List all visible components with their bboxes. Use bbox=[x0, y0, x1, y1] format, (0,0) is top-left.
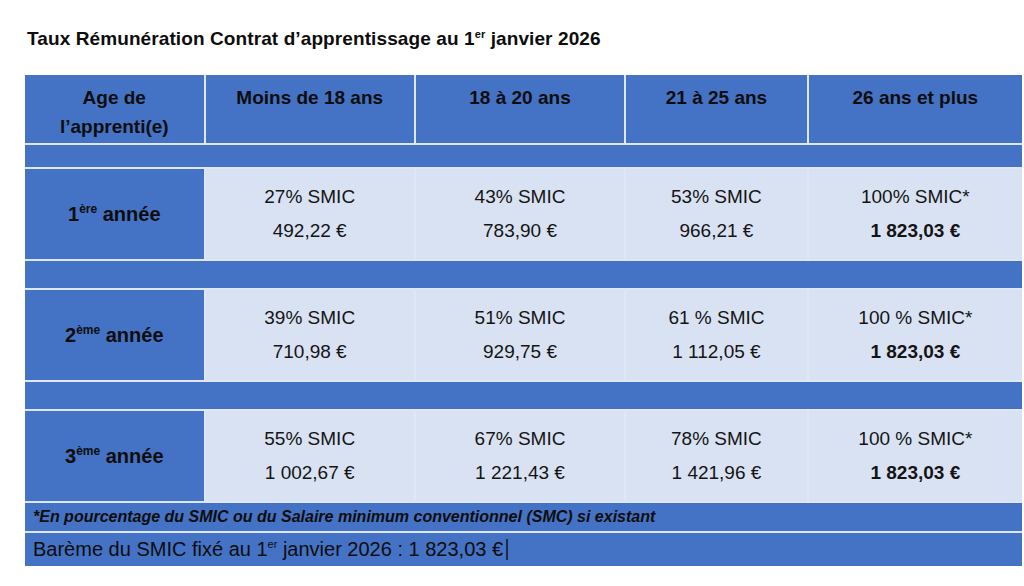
year-2-sup: ème bbox=[76, 323, 100, 337]
table-cell: 51% SMIC 929,75 € bbox=[416, 290, 624, 380]
bareme-row: Barème du SMIC fixé au 1er janvier 2026 … bbox=[25, 533, 1022, 566]
pct-value: 39% SMIC bbox=[264, 307, 355, 329]
amount-value: 929,75 € bbox=[483, 341, 557, 363]
footnote-text: *En pourcentage du SMIC ou du Salaire mi… bbox=[33, 508, 655, 526]
year-2-rest: année bbox=[100, 324, 163, 346]
spacer-row bbox=[25, 382, 1022, 409]
pct-value: 53% SMIC bbox=[671, 186, 762, 208]
table-cell: 100 % SMIC* 1 823,03 € bbox=[809, 411, 1022, 501]
header-21-25-label: 21 à 25 ans bbox=[666, 83, 767, 112]
year-1-num: 1 bbox=[68, 203, 79, 225]
pct-value: 61 % SMIC bbox=[668, 307, 764, 329]
year-3-rest: année bbox=[100, 445, 163, 467]
page-title: Taux Rémunération Contrat d’apprentissag… bbox=[27, 28, 601, 50]
header-moins-18-label: Moins de 18 ans bbox=[236, 83, 383, 112]
header-cell-moins-18: Moins de 18 ans bbox=[206, 75, 414, 143]
header-cell-age: Age de l’apprenti(e) bbox=[25, 75, 204, 143]
row-label-year-1: 1ère année bbox=[25, 169, 204, 259]
header-cell-18-20: 18 à 20 ans bbox=[416, 75, 624, 143]
title-superscript: er bbox=[475, 28, 486, 40]
spacer-row bbox=[25, 145, 1022, 167]
amount-value: 1 112,05 € bbox=[672, 341, 760, 363]
amount-value: 1 221,43 € bbox=[475, 462, 565, 484]
header-cell-26-plus: 26 ans et plus bbox=[809, 75, 1022, 143]
bareme-suffix: janvier 2026 : 1 823,03 € bbox=[277, 538, 503, 560]
amount-value: 966,21 € bbox=[679, 220, 753, 242]
year-3-sup: ème bbox=[76, 444, 100, 458]
text-cursor bbox=[506, 539, 508, 560]
table-cell: 78% SMIC 1 421,96 € bbox=[626, 411, 807, 501]
pct-value: 43% SMIC bbox=[475, 186, 566, 208]
amount-value: 710,98 € bbox=[273, 341, 347, 363]
pct-value: 27% SMIC bbox=[264, 186, 355, 208]
table-cell: 67% SMIC 1 221,43 € bbox=[416, 411, 624, 501]
table-cell: 27% SMIC 492,22 € bbox=[206, 169, 414, 259]
amount-value: 1 823,03 € bbox=[870, 462, 960, 484]
table-cell: 100 % SMIC* 1 823,03 € bbox=[809, 290, 1022, 380]
year-1-rest: année bbox=[97, 203, 160, 225]
amount-value: 1 823,03 € bbox=[870, 341, 960, 363]
header-age-line1: Age de bbox=[83, 83, 146, 112]
pct-value: 51% SMIC bbox=[475, 307, 566, 329]
amount-value: 783,90 € bbox=[483, 220, 557, 242]
table-cell: 61 % SMIC 1 112,05 € bbox=[626, 290, 807, 380]
row-label-year-3: 3ème année bbox=[25, 411, 204, 501]
bareme-text: Barème du SMIC fixé au 1er janvier 2026 … bbox=[33, 538, 503, 561]
header-18-20-label: 18 à 20 ans bbox=[469, 83, 570, 112]
header-cell-21-25: 21 à 25 ans bbox=[626, 75, 807, 143]
pct-value: 100% SMIC* bbox=[861, 186, 970, 208]
table-cell: 43% SMIC 783,90 € bbox=[416, 169, 624, 259]
row-label-year-2: 2ème année bbox=[25, 290, 204, 380]
year-3-num: 3 bbox=[65, 445, 76, 467]
amount-value: 1 421,96 € bbox=[672, 462, 762, 484]
amount-value: 492,22 € bbox=[273, 220, 347, 242]
header-26-plus-label: 26 ans et plus bbox=[853, 83, 979, 112]
footnote-row: *En pourcentage du SMIC ou du Salaire mi… bbox=[25, 503, 1022, 531]
header-age-line2: l’apprenti(e) bbox=[60, 112, 169, 141]
remuneration-table: Age de l’apprenti(e) Moins de 18 ans 18 … bbox=[25, 75, 1022, 566]
spacer-row bbox=[25, 261, 1022, 288]
bareme-prefix: Barème du SMIC fixé au 1 bbox=[33, 538, 268, 560]
year-1-sup: ère bbox=[79, 202, 97, 216]
pct-value: 78% SMIC bbox=[671, 428, 762, 450]
pct-value: 100 % SMIC* bbox=[858, 307, 972, 329]
page-title-text: Taux Rémunération Contrat d’apprentissag… bbox=[27, 28, 475, 49]
table-cell: 55% SMIC 1 002,67 € bbox=[206, 411, 414, 501]
page: Taux Rémunération Contrat d’apprentissag… bbox=[0, 0, 1024, 586]
table-cell: 53% SMIC 966,21 € bbox=[626, 169, 807, 259]
year-2-num: 2 bbox=[65, 324, 76, 346]
pct-value: 100 % SMIC* bbox=[858, 428, 972, 450]
page-title-suffix: janvier 2026 bbox=[485, 28, 600, 49]
pct-value: 55% SMIC bbox=[264, 428, 355, 450]
bareme-sup: er bbox=[268, 538, 278, 550]
table-cell: 100% SMIC* 1 823,03 € bbox=[809, 169, 1022, 259]
amount-value: 1 002,67 € bbox=[265, 462, 355, 484]
amount-value: 1 823,03 € bbox=[870, 220, 960, 242]
pct-value: 67% SMIC bbox=[475, 428, 566, 450]
table-cell: 39% SMIC 710,98 € bbox=[206, 290, 414, 380]
